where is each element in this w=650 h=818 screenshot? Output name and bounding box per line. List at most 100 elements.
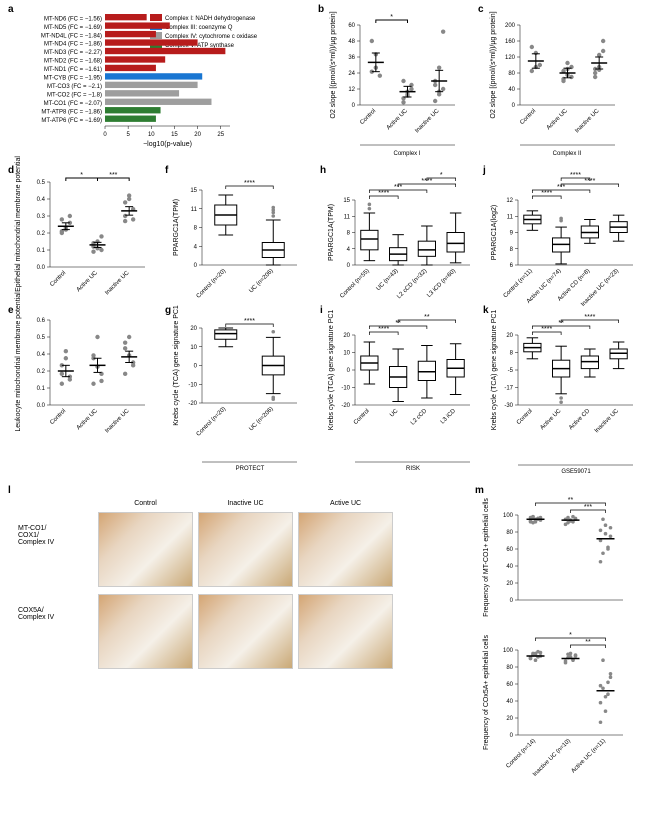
svg-text:MT-ND4L (FC = −1.84): MT-ND4L (FC = −1.84) <box>41 33 102 39</box>
svg-text:*: * <box>440 172 443 179</box>
svg-text:MT-ATP6 (FC = −1.69): MT-ATP6 (FC = −1.69) <box>41 118 102 124</box>
svg-text:****: **** <box>244 180 255 187</box>
svg-text:****: **** <box>244 318 255 325</box>
svg-text:9: 9 <box>510 231 514 237</box>
panel-i-boxplot: -20-1001020ControlUCL2 cCDL3 iCDKrebs cy… <box>325 310 480 480</box>
svg-text:MT-CO2 (FC = −1.8): MT-CO2 (FC = −1.8) <box>47 93 102 99</box>
svg-text:****: **** <box>570 172 581 179</box>
panel-d-dotplot: 0.00.10.20.30.40.5ControlActive UCInacti… <box>10 172 160 302</box>
svg-text:10: 10 <box>343 351 350 357</box>
label-c: c <box>478 4 484 15</box>
svg-text:0: 0 <box>103 132 107 138</box>
svg-text:GSE59071: GSE59071 <box>561 469 591 475</box>
svg-text:0: 0 <box>194 263 198 269</box>
svg-text:160: 160 <box>505 39 516 45</box>
svg-text:48: 48 <box>348 39 355 45</box>
svg-text:Control (n=14): Control (n=14) <box>505 738 536 769</box>
panel-j-boxplot: 6891112Control (n=11)Active UC (n=74)Act… <box>488 172 643 302</box>
svg-text:**: ** <box>568 497 574 504</box>
svg-text:RISK: RISK <box>406 466 420 472</box>
label-b: b <box>318 4 324 15</box>
svg-text:MT-CYB (FC = −1.95): MT-CYB (FC = −1.95) <box>44 76 102 82</box>
svg-text:Control: Control <box>359 108 377 126</box>
svg-text:24: 24 <box>348 71 355 77</box>
svg-text:Control (n=20): Control (n=20) <box>196 406 227 437</box>
svg-text:120: 120 <box>505 55 516 61</box>
svg-text:Active UC: Active UC <box>546 108 570 132</box>
svg-text:8: 8 <box>510 247 514 253</box>
panel-e-dotplot: 0.00.10.20.40.50.6ControlActive UCInacti… <box>10 310 160 480</box>
svg-text:MT-ND3 (FC = −2.27): MT-ND3 (FC = −2.27) <box>44 50 102 56</box>
svg-text:4: 4 <box>194 244 198 250</box>
label-j: j <box>483 165 486 176</box>
svg-text:L2 cCD: L2 cCD <box>410 408 429 427</box>
svg-text:MT-ND1 (FC = −1.61): MT-ND1 (FC = −1.61) <box>44 67 102 73</box>
panel-g-boxplot: -20-1001020Control (n=20)UC (n=206)Krebs… <box>170 310 315 480</box>
svg-text:Active UC: Active UC <box>76 270 100 294</box>
svg-text:8: 8 <box>510 351 514 357</box>
svg-text:Control (n=55): Control (n=55) <box>339 268 370 299</box>
svg-text:*: * <box>390 14 393 21</box>
svg-text:15: 15 <box>343 198 350 204</box>
svg-text:0.1: 0.1 <box>37 386 46 392</box>
svg-text:***: *** <box>584 504 592 511</box>
svg-text:Control: Control <box>353 408 371 426</box>
svg-text:****: **** <box>378 190 389 197</box>
svg-text:0: 0 <box>510 598 514 604</box>
svg-text:40: 40 <box>508 87 515 93</box>
svg-text:12: 12 <box>506 198 513 204</box>
svg-text:PPARGC1A(TPM): PPARGC1A(TPM) <box>328 204 335 261</box>
svg-text:UC (n=206): UC (n=206) <box>248 406 274 432</box>
svg-text:*: * <box>569 632 572 639</box>
svg-text:0: 0 <box>512 103 516 109</box>
svg-text:Krebs cycle (TCA) gene signatu: Krebs cycle (TCA) gene signature PC1 <box>328 310 335 431</box>
svg-text:Control (n=20): Control (n=20) <box>196 268 227 299</box>
svg-text:****: **** <box>378 326 389 333</box>
svg-text:60: 60 <box>506 682 513 688</box>
svg-text:O2 slope [(pmol/(s*ml))/µg pro: O2 slope [(pmol/(s*ml))/µg protein] <box>330 11 337 118</box>
svg-text:Active UC: Active UC <box>76 408 100 432</box>
svg-text:****: **** <box>541 190 552 197</box>
svg-text:0.4: 0.4 <box>37 197 46 203</box>
svg-text:80: 80 <box>508 71 515 77</box>
svg-text:4: 4 <box>347 247 351 253</box>
svg-text:-20: -20 <box>341 403 350 409</box>
svg-text:Complex III: coenzyme Q: Complex III: coenzyme Q <box>165 25 233 31</box>
svg-text:PPARGC1A(TPM): PPARGC1A(TPM) <box>173 199 180 256</box>
svg-text:−log10(p-value): −log10(p-value) <box>143 141 192 148</box>
svg-text:MT-ATP8 (FC = −1.86): MT-ATP8 (FC = −1.86) <box>41 109 102 115</box>
svg-text:60: 60 <box>348 23 355 29</box>
svg-text:MT-CO3 (FC = −2.1): MT-CO3 (FC = −2.1) <box>47 84 102 90</box>
svg-text:80: 80 <box>506 530 513 536</box>
svg-text:PROTECT: PROTECT <box>236 466 265 472</box>
svg-text:Active UC: Active UC <box>539 408 563 432</box>
panel-f-boxplot: 0481115Control (n=20)UC (n=206)PPARGC1A(… <box>170 172 315 302</box>
svg-text:Inactive UC: Inactive UC <box>574 108 601 135</box>
svg-text:-30: -30 <box>504 403 513 409</box>
svg-text:Active UC: Active UC <box>386 108 410 132</box>
svg-text:Frequency of COx5A+ epithelial: Frequency of COx5A+ epithelial cells <box>483 635 490 750</box>
svg-text:0.0: 0.0 <box>37 403 46 409</box>
label-i: i <box>320 305 323 316</box>
svg-text:****: **** <box>584 314 595 321</box>
svg-text:Inactive UC: Inactive UC <box>104 270 131 297</box>
svg-text:0.0: 0.0 <box>37 265 46 271</box>
svg-text:PPARGC1A(log2): PPARGC1A(log2) <box>491 205 498 261</box>
svg-text:100: 100 <box>503 513 514 519</box>
svg-text:10: 10 <box>148 132 155 138</box>
svg-text:8: 8 <box>347 231 351 237</box>
svg-text:MT-ND4 (FC = −1.86): MT-ND4 (FC = −1.86) <box>44 42 102 48</box>
svg-text:Complex I: NADH dehydrogenase: Complex I: NADH dehydrogenase <box>165 16 256 22</box>
svg-text:0.5: 0.5 <box>37 335 46 341</box>
svg-text:11: 11 <box>507 214 514 220</box>
svg-text:Active UC (n=11): Active UC (n=11) <box>571 738 607 774</box>
svg-text:UC (n=43): UC (n=43) <box>376 268 400 292</box>
panel-c-dotplot: 04080120160200ControlActive UCInactive U… <box>485 10 635 160</box>
panel-k-boxplot: -30-17-5820ControlActive UCActive CDInac… <box>488 310 643 480</box>
svg-text:0: 0 <box>352 103 356 109</box>
svg-text:0.6: 0.6 <box>37 318 46 324</box>
svg-text:-5: -5 <box>508 368 514 374</box>
svg-text:15: 15 <box>171 132 178 138</box>
svg-text:100: 100 <box>503 648 514 654</box>
svg-text:-20: -20 <box>188 401 197 407</box>
